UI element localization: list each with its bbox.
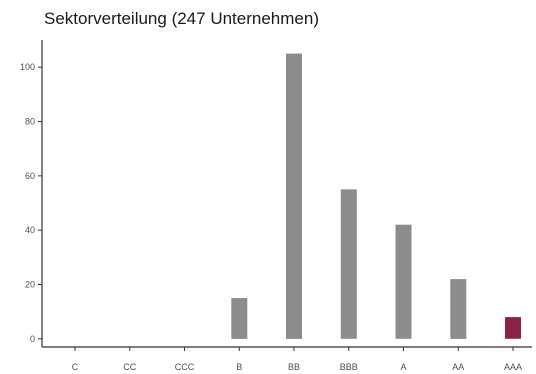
x-tick-label: A	[400, 362, 406, 372]
x-tick-label: C	[72, 362, 79, 372]
y-tick-label: 100	[20, 62, 35, 72]
bars-group	[231, 53, 521, 339]
x-tick-label: B	[236, 362, 242, 372]
y-tick-label: 20	[25, 280, 35, 290]
x-tick-label: BB	[288, 362, 300, 372]
bar-bb	[286, 53, 302, 339]
x-tick-label: AA	[452, 362, 464, 372]
x-tick-label: BBB	[340, 362, 358, 372]
chart-title: Sektorverteilung (247 Unternehmen)	[44, 9, 319, 28]
y-tick-label: 80	[25, 117, 35, 127]
bar-bbb	[340, 189, 357, 339]
y-axis-ticks: 0 20 40 60 80 100	[20, 62, 42, 344]
bar-b	[231, 298, 248, 339]
y-tick-label: 0	[30, 334, 35, 344]
x-axis-ticks: C CC CCC B BB BBB A AA AAA	[72, 347, 522, 372]
y-tick-label: 60	[25, 171, 35, 181]
bar-aaa	[505, 317, 521, 339]
x-tick-label: CC	[123, 362, 136, 372]
bar-a	[395, 224, 412, 339]
x-tick-label: CCC	[175, 362, 195, 372]
y-tick-label: 40	[25, 225, 35, 235]
bar-aa	[450, 279, 467, 339]
x-tick-label: AAA	[504, 362, 522, 372]
